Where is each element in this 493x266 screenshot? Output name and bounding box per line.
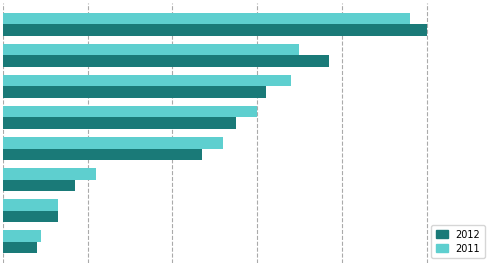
Bar bbox=[3, 137, 223, 148]
Bar bbox=[3, 44, 299, 56]
Bar bbox=[3, 148, 202, 160]
Bar bbox=[3, 230, 41, 242]
Bar bbox=[3, 242, 36, 253]
Legend: 2012, 2011: 2012, 2011 bbox=[431, 225, 486, 258]
Bar bbox=[3, 199, 58, 210]
Bar bbox=[3, 210, 58, 222]
Bar bbox=[3, 168, 96, 180]
Bar bbox=[3, 75, 291, 86]
Bar bbox=[3, 13, 410, 24]
Bar bbox=[3, 118, 236, 129]
Bar bbox=[3, 56, 329, 67]
Bar bbox=[3, 86, 266, 98]
Bar bbox=[3, 180, 75, 191]
Bar bbox=[3, 106, 257, 118]
Bar bbox=[3, 24, 426, 36]
